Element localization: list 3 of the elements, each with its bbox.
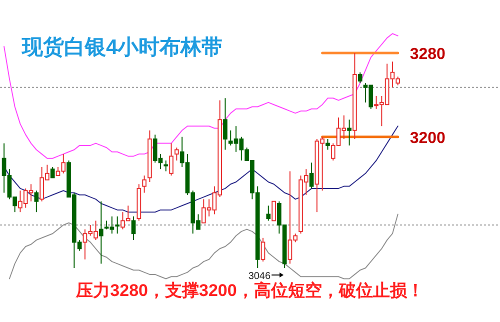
annotation: 压力3280，支撑3200，高位短空，破位止损！ <box>76 281 424 300</box>
annotation: 3046 <box>248 271 271 282</box>
title: 现货白银4小时布林带 <box>22 36 223 59</box>
